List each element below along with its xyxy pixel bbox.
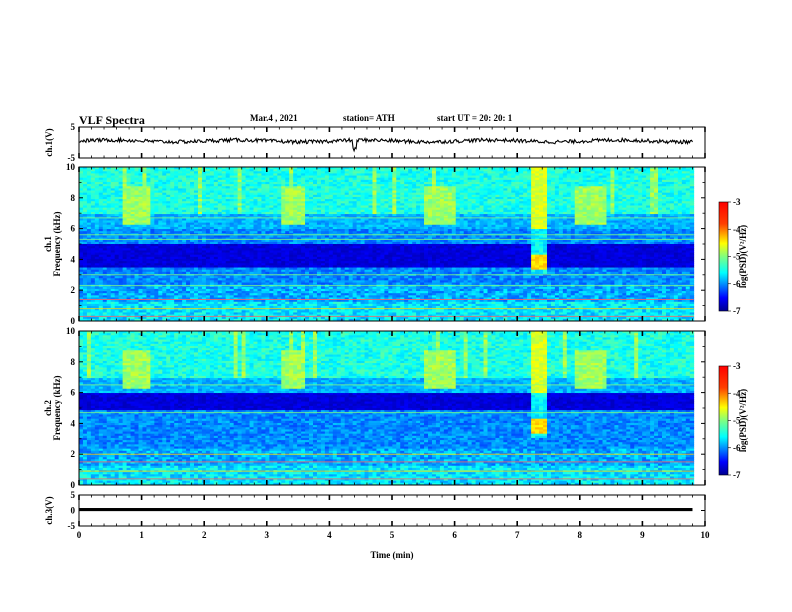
ch1-spec-y-tick-label: 8 bbox=[71, 193, 76, 203]
ch1-colorbar-tick-label: -4 bbox=[733, 224, 741, 234]
ch3-wave-y-tick-label: 0 bbox=[71, 506, 76, 516]
x-tick-label: 2 bbox=[202, 530, 207, 540]
ch1-spec-y-tick-label: 0 bbox=[71, 316, 76, 326]
x-tick-label: 8 bbox=[578, 530, 583, 540]
ch1-wave-y-tick-label: -5 bbox=[68, 153, 76, 163]
ch1-colorbar-tick-label: -3 bbox=[733, 197, 741, 207]
ch2-spec-y-tick-label: 0 bbox=[71, 480, 76, 490]
x-tick-label: 4 bbox=[327, 530, 332, 540]
ch1-spec-ylabel: Frequency (kHz) bbox=[52, 211, 62, 276]
start-time-label: start UT = 20: 20: 1 bbox=[437, 113, 512, 123]
ch2-colorbar-tick-label: -6 bbox=[733, 443, 741, 453]
ch1-colorbar-tick-label: -7 bbox=[733, 306, 741, 316]
ch1-wave-ylabel: ch.1(V) bbox=[44, 128, 54, 156]
x-tick-label: 0 bbox=[77, 530, 82, 540]
x-tick-label: 3 bbox=[265, 530, 270, 540]
ch1-spec-y-tick-label: 10 bbox=[66, 162, 76, 172]
ch2-spec-y-tick-label: 2 bbox=[71, 449, 76, 459]
x-tick-label: 6 bbox=[452, 530, 457, 540]
waveform-layer bbox=[78, 136, 693, 512]
ch1-heatmap bbox=[79, 167, 695, 322]
ch2-colorbar bbox=[718, 365, 729, 476]
x-axis-label: Time (min) bbox=[370, 550, 413, 560]
ch1-colorbar-label: log(PSD)(V²/Hz) bbox=[738, 225, 748, 288]
x-tick-label: 5 bbox=[390, 530, 395, 540]
chart-title: VLF Spectra bbox=[79, 113, 145, 128]
x-tick-label: 9 bbox=[640, 530, 645, 540]
ch1-colorbar-tick-label: -5 bbox=[733, 252, 741, 262]
ch2-spec-y-tick-label: 10 bbox=[66, 326, 76, 336]
ch2-spec-y-tick-label: 4 bbox=[71, 418, 76, 428]
ch2-spec-y-tick-label: 8 bbox=[71, 357, 76, 367]
ch1-colorbar bbox=[718, 201, 729, 312]
x-tick-label: 10 bbox=[701, 530, 711, 540]
ch3-waveform-line bbox=[79, 508, 693, 512]
ch2-colorbar-tick-label: -3 bbox=[733, 361, 741, 371]
station-label: station= ATH bbox=[343, 113, 395, 123]
ch1-wave-y-tick-label: 5 bbox=[71, 122, 76, 132]
ch2-colorbar-tick-label: -4 bbox=[733, 388, 741, 398]
ch2-heatmap bbox=[79, 331, 695, 486]
ch1-spec-y-tick-label: 4 bbox=[71, 254, 76, 264]
ch2-spec-ylabel: Frequency (kHz) bbox=[52, 375, 62, 440]
spectrogram-layer bbox=[79, 167, 695, 486]
ch1-waveform-line bbox=[78, 136, 693, 153]
ch2-colorbar-label: log(PSD)(V²/Hz) bbox=[738, 389, 748, 452]
ch2-spec-y-tick-label: 6 bbox=[71, 388, 76, 398]
ch2-colorbar-tick-label: -7 bbox=[733, 470, 741, 480]
ch3-wave-ylabel: ch.3(V) bbox=[44, 496, 54, 524]
x-tick-label: 7 bbox=[515, 530, 520, 540]
ch1-spec-y-tick-label: 2 bbox=[71, 285, 76, 295]
axes-layer bbox=[78, 126, 731, 527]
ch2-colorbar-tick-label: -5 bbox=[733, 416, 741, 426]
ch3-wave-y-tick-label: 5 bbox=[71, 490, 76, 500]
ch2-spec-ylabel: ch.2 bbox=[43, 400, 53, 416]
ch3-wave-y-tick-label: -5 bbox=[68, 521, 76, 531]
ch1-spec-ylabel: ch.1 bbox=[43, 236, 53, 252]
date-label: Mar.4 , 2021 bbox=[250, 113, 298, 123]
ch1-spec-y-tick-label: 6 bbox=[71, 224, 76, 234]
x-tick-label: 1 bbox=[139, 530, 144, 540]
ch1-colorbar-tick-label: -6 bbox=[733, 279, 741, 289]
